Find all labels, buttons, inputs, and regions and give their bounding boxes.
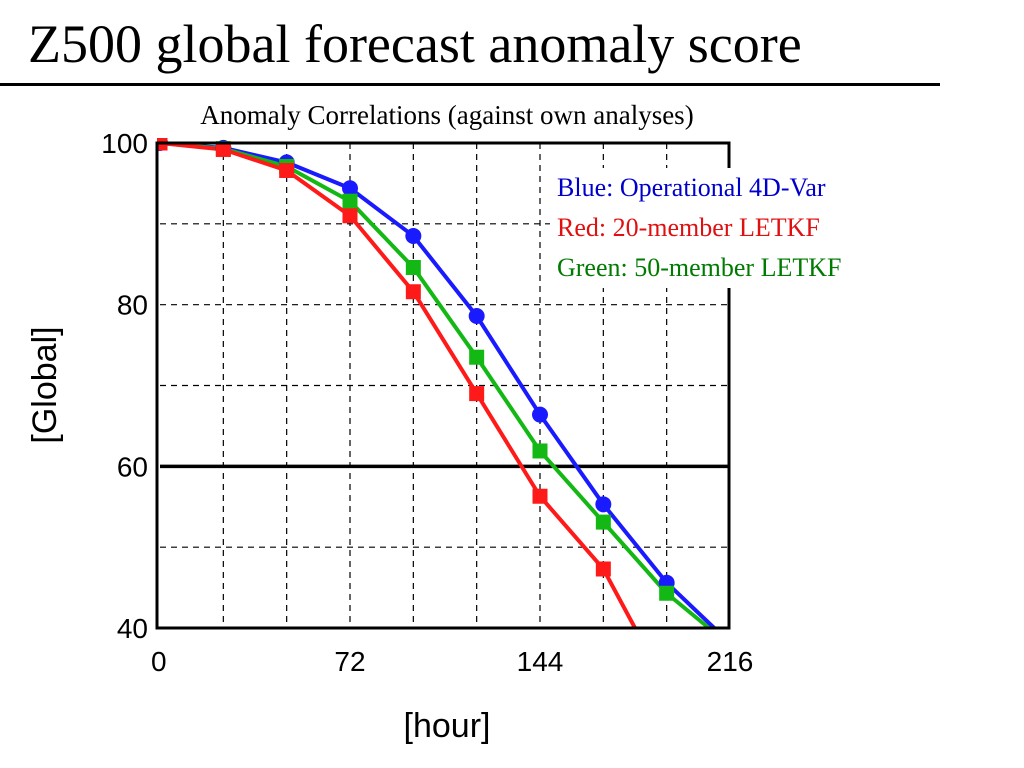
data-point-blue-4dvar: [342, 180, 358, 197]
data-point-green-50-member-letkf: [532, 443, 548, 459]
x-tick-label: 0: [151, 646, 167, 677]
data-point-red-20-member-letkf: [532, 488, 548, 504]
data-point-red-20-member-letkf: [342, 208, 358, 224]
marker-group: [157, 138, 675, 601]
tick-labels: 40 60 80 100 0 72 144 216: [101, 128, 753, 677]
data-point-red-20-member-letkf: [279, 162, 295, 178]
x-tick-label: 144: [517, 646, 564, 677]
data-point-red-20-member-letkf: [215, 141, 231, 157]
data-point-blue-4dvar: [468, 307, 485, 324]
legend-entry-blue: Blue: Operational 4D-Var: [557, 173, 826, 202]
x-axis-label: [hour]: [404, 707, 491, 745]
plot-frame: [155, 141, 731, 630]
series-line-green-50-member-letkf: [159, 141, 711, 630]
x-tick-label: 72: [334, 646, 365, 677]
legend-entry-green: Green: 50-member LETKF: [557, 253, 841, 282]
data-point-blue-4dvar: [532, 406, 548, 423]
title-divider: [0, 83, 940, 86]
data-point-blue-4dvar: [405, 227, 422, 244]
y-tick-label: 100: [101, 128, 148, 159]
data-point-green-50-member-letkf: [342, 193, 358, 209]
y-tick-label: 40: [117, 613, 148, 644]
y-axis-label: [Global]: [26, 326, 64, 443]
slide-title: Z500 global forecast anomaly score: [28, 14, 802, 74]
legend-entry-red: Red: 20-member LETKF: [557, 213, 820, 242]
data-point-green-50-member-letkf: [469, 349, 485, 365]
y-tick-label: 60: [117, 451, 148, 482]
data-point-green-50-member-letkf: [659, 585, 675, 601]
legend-background: [550, 168, 930, 288]
x-tick-label: 216: [707, 646, 754, 677]
legend: Blue: Operational 4D-Var Red: 20-member …: [550, 168, 930, 288]
data-point-red-20-member-letkf: [595, 561, 611, 577]
data-point-blue-4dvar: [595, 496, 612, 513]
series-line-blue-4dvar: [159, 141, 716, 630]
data-point-green-50-member-letkf: [595, 514, 611, 530]
data-point-red-20-member-letkf: [469, 386, 485, 402]
y-tick-label: 80: [117, 290, 148, 321]
data-point-green-50-member-letkf: [405, 259, 421, 275]
chart-title: Anomaly Correlations (against own analys…: [200, 100, 693, 130]
data-point-red-20-member-letkf: [405, 284, 421, 300]
